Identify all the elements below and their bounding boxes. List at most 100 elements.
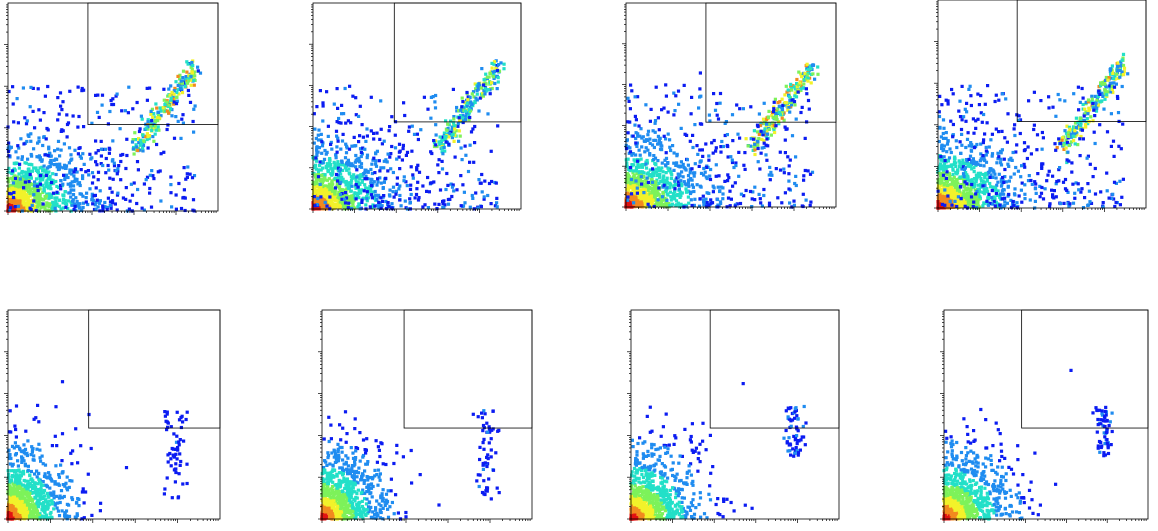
density-point bbox=[343, 166, 347, 170]
density-point bbox=[32, 166, 36, 170]
density-point bbox=[150, 169, 154, 173]
density-point bbox=[417, 170, 422, 174]
density-point bbox=[784, 127, 788, 131]
density-point bbox=[191, 64, 195, 68]
density-point bbox=[14, 190, 18, 195]
density-point bbox=[45, 192, 49, 196]
density-point bbox=[64, 205, 68, 209]
density-point bbox=[1000, 129, 1004, 133]
density-point bbox=[645, 184, 649, 189]
density-point bbox=[169, 96, 173, 100]
density-point bbox=[795, 85, 799, 89]
density-point bbox=[625, 187, 629, 191]
density-point bbox=[12, 190, 16, 195]
density-point bbox=[1054, 195, 1058, 199]
density-point bbox=[348, 84, 352, 88]
density-point bbox=[653, 121, 657, 125]
density-point bbox=[657, 188, 661, 192]
density-point bbox=[446, 122, 450, 126]
density-point bbox=[324, 187, 328, 191]
density-point bbox=[488, 88, 492, 92]
density-point bbox=[152, 139, 156, 143]
density-point bbox=[58, 154, 62, 158]
density-point bbox=[179, 206, 184, 211]
density-point bbox=[714, 146, 718, 150]
density-point bbox=[648, 137, 652, 141]
density-point bbox=[73, 148, 77, 152]
density-point bbox=[426, 107, 430, 111]
density-point bbox=[702, 198, 706, 202]
density-point bbox=[803, 71, 807, 76]
density-point bbox=[684, 183, 688, 187]
density-point bbox=[185, 175, 189, 179]
density-point bbox=[937, 110, 941, 114]
density-point bbox=[335, 150, 339, 154]
density-point bbox=[676, 89, 681, 93]
density-point bbox=[365, 199, 369, 203]
density-point bbox=[656, 166, 661, 170]
density-point bbox=[12, 120, 16, 124]
density-point bbox=[989, 173, 993, 177]
density-point bbox=[449, 182, 453, 186]
density-point bbox=[495, 205, 499, 209]
density-point bbox=[646, 180, 650, 184]
density-point bbox=[738, 107, 742, 111]
density-point bbox=[354, 153, 358, 158]
density-point bbox=[342, 112, 346, 116]
density-point bbox=[329, 172, 333, 176]
density-point bbox=[79, 156, 83, 160]
density-point bbox=[774, 112, 778, 116]
density-point bbox=[990, 152, 995, 156]
density-point bbox=[639, 180, 643, 184]
density-point bbox=[645, 176, 649, 180]
density-point bbox=[182, 166, 186, 170]
density-point bbox=[434, 133, 438, 137]
density-point bbox=[1088, 162, 1092, 166]
density-point bbox=[313, 173, 317, 177]
density-point bbox=[689, 198, 693, 202]
density-point bbox=[380, 199, 385, 203]
density-point bbox=[336, 139, 340, 143]
density-point bbox=[690, 167, 694, 171]
density-point bbox=[783, 103, 788, 107]
density-point bbox=[345, 193, 349, 197]
density-point bbox=[756, 124, 760, 129]
density-point bbox=[955, 178, 959, 182]
density-point bbox=[629, 192, 634, 196]
density-point bbox=[668, 138, 672, 142]
density-point bbox=[29, 139, 33, 143]
density-point bbox=[337, 176, 341, 180]
density-point bbox=[73, 202, 77, 206]
density-point bbox=[409, 183, 413, 187]
density-point bbox=[22, 184, 26, 188]
density-point bbox=[658, 168, 663, 172]
density-point bbox=[87, 173, 91, 177]
density-point bbox=[493, 81, 497, 86]
density-point bbox=[625, 161, 629, 165]
density-point bbox=[955, 145, 959, 150]
density-point bbox=[314, 177, 318, 181]
density-point bbox=[349, 174, 353, 179]
density-point bbox=[24, 176, 28, 180]
density-point bbox=[664, 83, 668, 87]
density-point bbox=[32, 147, 36, 151]
density-point bbox=[672, 113, 676, 117]
density-point bbox=[366, 196, 371, 200]
density-point bbox=[97, 201, 102, 205]
density-point bbox=[68, 168, 72, 172]
density-point bbox=[469, 109, 473, 113]
density-point bbox=[468, 95, 472, 100]
density-point bbox=[993, 172, 997, 176]
density-point bbox=[730, 113, 735, 117]
density-point bbox=[98, 189, 102, 193]
density-point bbox=[38, 182, 42, 186]
density-point bbox=[349, 181, 353, 185]
density-point bbox=[688, 171, 692, 175]
density-point bbox=[108, 109, 112, 114]
density-point bbox=[366, 187, 370, 191]
density-point bbox=[433, 106, 438, 110]
density-point bbox=[354, 183, 358, 187]
density-point bbox=[59, 207, 63, 211]
density-point bbox=[378, 169, 382, 173]
density-point bbox=[649, 194, 653, 198]
